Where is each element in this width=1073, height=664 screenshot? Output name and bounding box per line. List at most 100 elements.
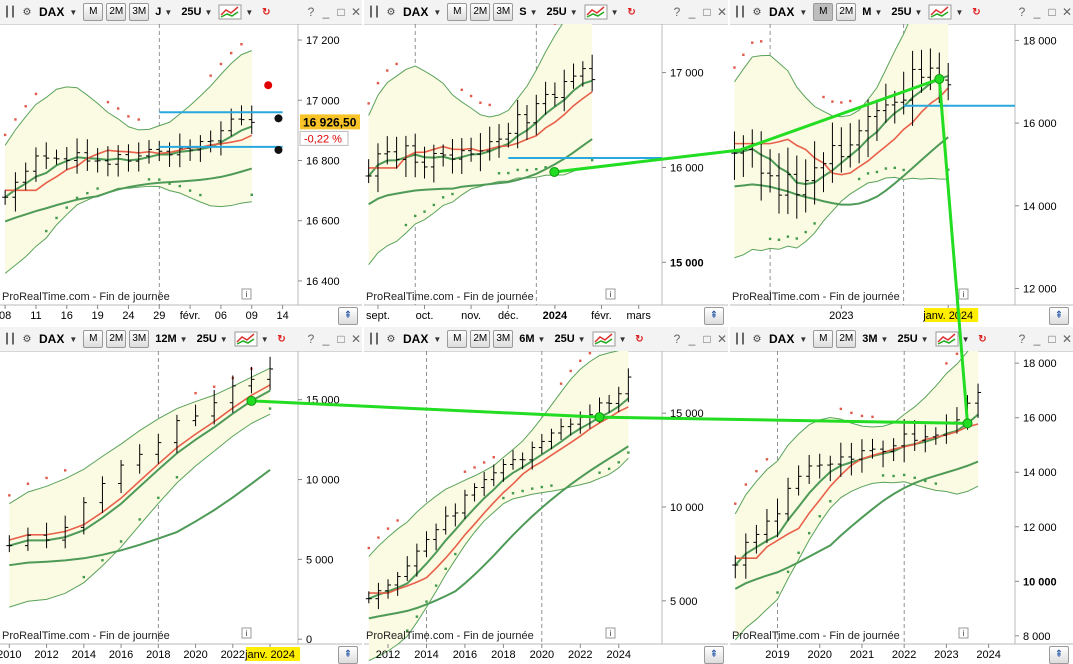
info-icon[interactable]: i	[958, 288, 969, 300]
scroll-up-icon[interactable]: ⇞	[704, 307, 724, 325]
symbol-label[interactable]: DAX	[403, 5, 429, 19]
window-maximize-icon[interactable]: □	[337, 5, 345, 19]
price-chart-yearly[interactable]: 0 5 000 10 000 15 000 2010 2012 2014 2016 2018 20…	[0, 351, 362, 664]
window-minimize-icon[interactable]: _	[1033, 5, 1041, 19]
symbol-dropdown-icon[interactable]: ▼	[69, 7, 78, 17]
period-dropdown-icon[interactable]: ▼	[164, 7, 173, 17]
window-help-icon[interactable]: ?	[1018, 332, 1026, 346]
timeframe-button-3m[interactable]: 3M	[493, 330, 514, 348]
bar-chart-icon[interactable]: ┃┃	[3, 6, 17, 18]
indicator-chart-icon[interactable]	[935, 331, 959, 347]
period-selector[interactable]: 3M	[862, 333, 878, 345]
timeframe-button-2m[interactable]: 2M	[470, 3, 491, 21]
window-help-icon[interactable]: ?	[307, 332, 315, 346]
units-dropdown-icon[interactable]: ▼	[914, 7, 923, 17]
scroll-up-icon[interactable]: ⇞	[1049, 307, 1069, 325]
window-maximize-icon[interactable]: □	[703, 332, 711, 346]
window-minimize-icon[interactable]: _	[322, 332, 330, 346]
gear-icon[interactable]: ⚙	[22, 6, 32, 18]
scroll-up-icon[interactable]: ⇞	[338, 646, 358, 664]
scroll-up-icon[interactable]: ⇞	[338, 307, 358, 325]
refresh-icon[interactable]: ↻	[635, 333, 644, 345]
window-minimize-icon[interactable]: _	[322, 5, 330, 19]
units-dropdown-icon[interactable]: ▼	[577, 334, 586, 344]
window-help-icon[interactable]: ?	[673, 5, 681, 19]
period-selector[interactable]: M	[862, 6, 872, 18]
window-minimize-icon[interactable]: _	[688, 332, 696, 346]
bar-chart-icon[interactable]: ┃┃	[367, 6, 381, 18]
info-icon[interactable]: i	[605, 627, 616, 639]
timeframe-button-m[interactable]: M	[447, 330, 468, 348]
gear-icon[interactable]: ⚙	[386, 6, 396, 18]
timeframe-button-2m[interactable]: 2M	[106, 3, 127, 21]
units-dropdown-icon[interactable]: ▼	[920, 334, 929, 344]
timeframe-button-3m[interactable]: 3M	[129, 330, 150, 348]
timeframe-button-2m[interactable]: 2M	[470, 330, 491, 348]
window-help-icon[interactable]: ?	[1018, 5, 1026, 19]
indicator-dropdown-icon[interactable]: ▼	[618, 334, 627, 344]
scroll-up-icon[interactable]: ⇞	[1049, 646, 1069, 664]
period-dropdown-icon[interactable]: ▼	[529, 7, 538, 17]
window-close-icon[interactable]: ✕	[350, 5, 362, 19]
timeframe-button-3m[interactable]: 3M	[129, 3, 150, 21]
timeframe-button-m[interactable]: M	[83, 3, 104, 21]
symbol-label[interactable]: DAX	[769, 332, 795, 346]
indicator-dropdown-icon[interactable]: ▼	[245, 7, 254, 17]
period-dropdown-icon[interactable]: ▼	[537, 334, 546, 344]
units-dropdown-icon[interactable]: ▼	[204, 7, 213, 17]
price-chart-monthly[interactable]: 12 000 14 000 16 000 18 000 2023 janv. 2024 Pr…	[730, 24, 1073, 325]
indicator-chart-icon[interactable]	[218, 4, 242, 20]
symbol-label[interactable]: DAX	[403, 332, 429, 346]
indicator-dropdown-icon[interactable]: ▼	[961, 334, 970, 344]
window-maximize-icon[interactable]: □	[337, 332, 345, 346]
period-selector[interactable]: J	[155, 6, 162, 18]
bar-chart-icon[interactable]: ┃┃	[3, 333, 17, 345]
window-minimize-icon[interactable]: _	[1033, 332, 1041, 346]
indicator-dropdown-icon[interactable]: ▼	[610, 7, 619, 17]
gear-icon[interactable]: ⚙	[752, 333, 762, 345]
window-maximize-icon[interactable]: □	[1048, 5, 1056, 19]
period-selector[interactable]: 6M	[519, 333, 535, 345]
refresh-icon[interactable]: ↻	[277, 333, 286, 345]
units-selector[interactable]: 25U	[196, 333, 217, 345]
info-icon[interactable]: i	[241, 627, 252, 639]
period-selector[interactable]: S	[519, 6, 527, 18]
indicator-dropdown-icon[interactable]: ▼	[260, 334, 269, 344]
symbol-dropdown-icon[interactable]: ▼	[433, 334, 442, 344]
units-selector[interactable]: 25U	[891, 6, 912, 18]
symbol-dropdown-icon[interactable]: ▼	[433, 7, 442, 17]
price-chart-weekly[interactable]: 15 000 16 000 17 000 sept. oct. nov. déc. 2024 f…	[364, 24, 728, 325]
bar-chart-icon[interactable]: ┃┃	[367, 333, 381, 345]
gear-icon[interactable]: ⚙	[752, 6, 762, 18]
scroll-up-icon[interactable]: ⇞	[704, 646, 724, 664]
units-selector[interactable]: 25U	[181, 6, 202, 18]
bar-chart-icon[interactable]: ┃┃	[733, 333, 747, 345]
units-dropdown-icon[interactable]: ▼	[219, 334, 228, 344]
indicator-chart-icon[interactable]	[592, 331, 616, 347]
window-close-icon[interactable]: ✕	[1061, 5, 1073, 19]
symbol-dropdown-icon[interactable]: ▼	[799, 7, 808, 17]
window-close-icon[interactable]: ✕	[350, 332, 362, 346]
indicator-chart-icon[interactable]	[584, 4, 608, 20]
indicator-dropdown-icon[interactable]: ▼	[955, 7, 964, 17]
window-help-icon[interactable]: ?	[673, 332, 681, 346]
units-selector[interactable]: 25U	[554, 333, 575, 345]
indicator-chart-icon[interactable]	[234, 331, 258, 347]
window-minimize-icon[interactable]: _	[688, 5, 696, 19]
refresh-icon[interactable]: ↻	[262, 6, 271, 18]
window-close-icon[interactable]: ✕	[716, 332, 728, 346]
refresh-icon[interactable]: ↻	[972, 6, 981, 18]
timeframe-button-m[interactable]: M	[83, 330, 104, 348]
price-chart-daily[interactable]: 16 400 16 600 16 800 17 000 17 200 08 11 16 19 24…	[0, 24, 362, 325]
timeframe-button-m[interactable]: M	[813, 330, 834, 348]
period-dropdown-icon[interactable]: ▼	[880, 334, 889, 344]
symbol-dropdown-icon[interactable]: ▼	[69, 334, 78, 344]
timeframe-button-3m[interactable]: 3M	[493, 3, 514, 21]
units-selector[interactable]: 25U	[546, 6, 567, 18]
symbol-label[interactable]: DAX	[39, 5, 65, 19]
period-selector[interactable]: 12M	[155, 333, 177, 345]
period-dropdown-icon[interactable]: ▼	[179, 334, 188, 344]
units-dropdown-icon[interactable]: ▼	[569, 7, 578, 17]
window-maximize-icon[interactable]: □	[703, 5, 711, 19]
indicator-chart-icon[interactable]	[928, 4, 952, 20]
